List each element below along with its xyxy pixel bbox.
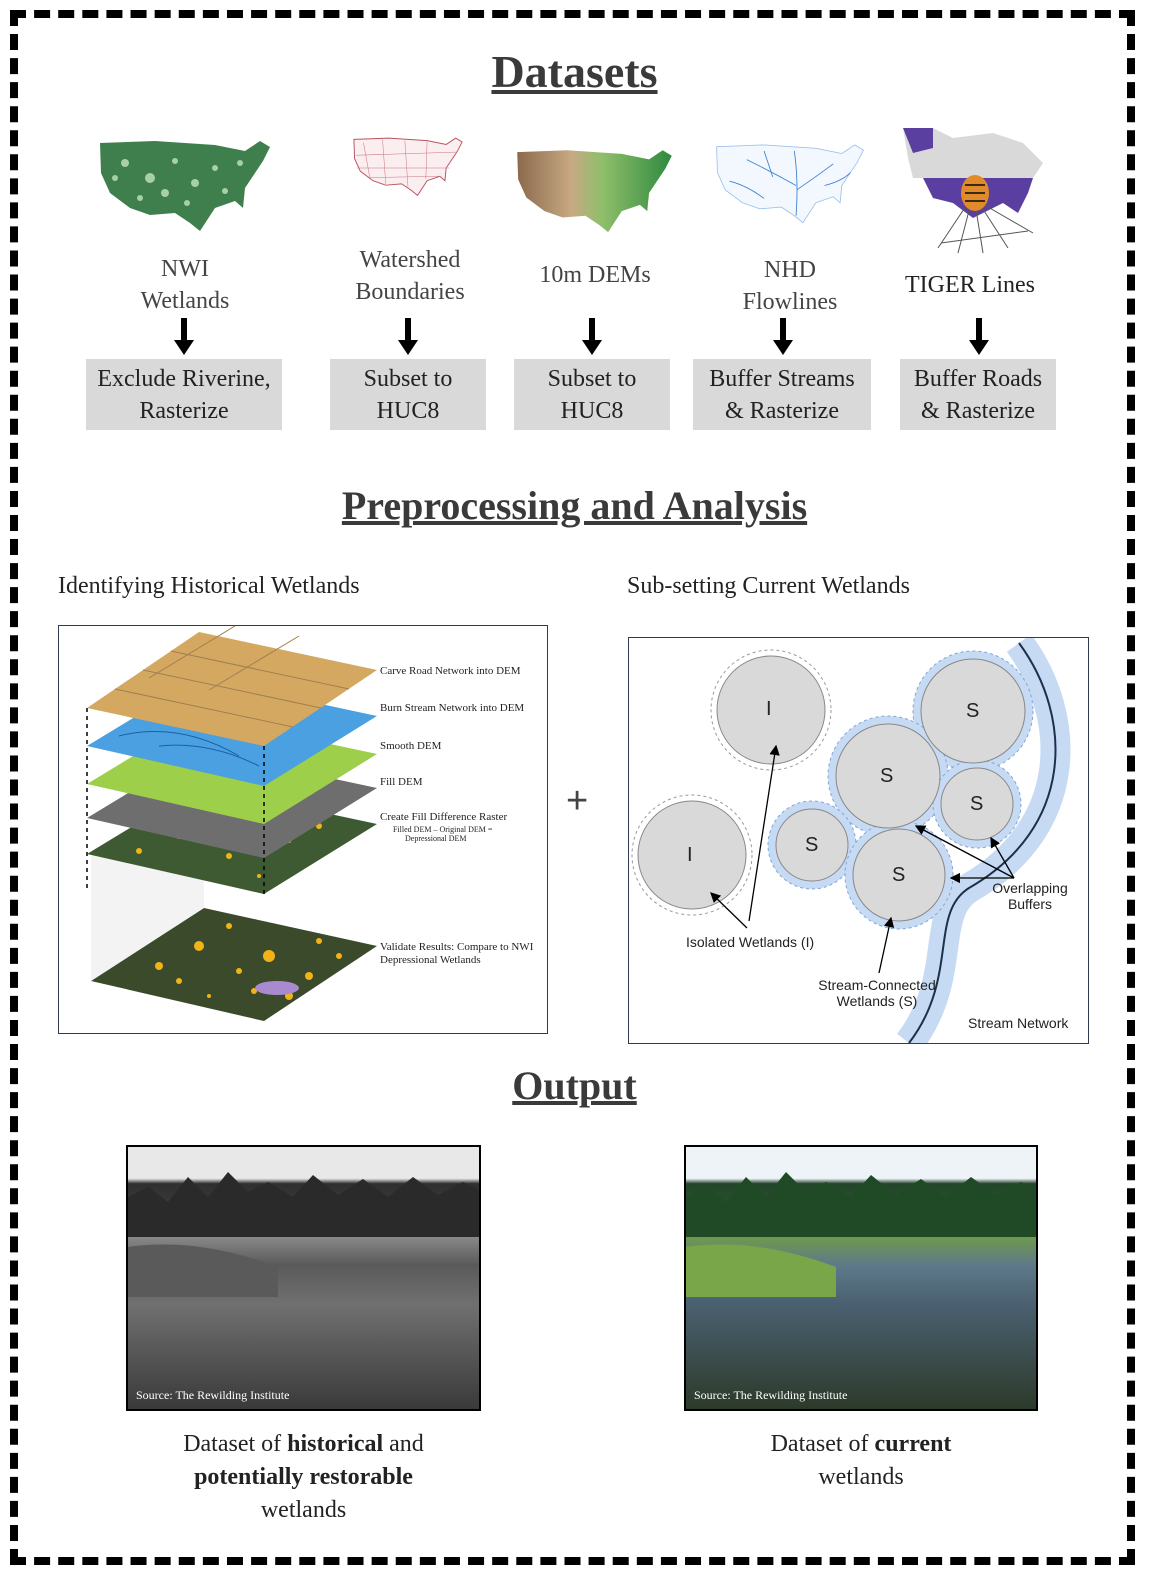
down-arrow-icon: [773, 318, 793, 355]
layer-label-validate: Validate Results: Compare to NWI Depress…: [380, 941, 534, 966]
current-wetland-photo: Source: The Rewilding Institute: [684, 1145, 1038, 1411]
wetland-letter-stream: S: [880, 765, 894, 787]
preprocessing-title: Preprocessing and Analysis: [341, 483, 808, 528]
fill-difference-formula: Filled DEM – Original DEM = Depressional…: [393, 825, 493, 843]
dataset-name-nwi: NWI Wetlands: [140, 256, 230, 314]
historical-output-caption: Dataset of historical and potentially re…: [183, 1431, 424, 1523]
source-credit: Source: The Rewilding Institute: [694, 1388, 848, 1402]
reeds-icon: [686, 1244, 836, 1297]
nwi-map-icon: [100, 141, 270, 231]
stream-network-label: Stream Network: [968, 1015, 1069, 1031]
layer-label-fill-difference: Create Fill Difference Raster: [380, 811, 508, 823]
dataset-name-tiger: TIGER Lines: [905, 272, 1035, 298]
current-subtitle: Sub-setting Current Wetlands: [627, 573, 910, 599]
step-box-watershed: Subset to HUC8: [330, 359, 486, 430]
down-arrow-icon: [969, 318, 989, 355]
step-box-nwi: Exclude Riverine, Rasterize: [86, 359, 282, 430]
dataset-name-dem: 10m DEMs: [539, 262, 651, 288]
current-wetlands-panel: I I S S S S S Isolated Wetlands (I) Stre…: [628, 637, 1089, 1044]
down-arrow-icon: [582, 318, 602, 355]
step-box-dem: Subset to HUC8: [514, 359, 670, 430]
isolated-wetlands-label: Isolated Wetlands (I): [686, 934, 815, 950]
layer-label-smooth-dem: Smooth DEM: [380, 740, 442, 752]
treeline-icon: [128, 1172, 479, 1237]
wetland-letter-stream: S: [805, 834, 819, 856]
down-arrow-icon: [398, 318, 418, 355]
wetland-letter-isolated: I: [687, 844, 693, 866]
plus-sign: +: [566, 780, 589, 822]
dataset-name-watershed: Watershed Boundaries: [355, 247, 465, 305]
historical-wetlands-panel: Carve Road Network into DEM Burn Stream …: [58, 625, 548, 1034]
nhd-map-icon: [716, 144, 864, 224]
wetland-buffer-diagram: [631, 638, 1071, 1043]
step-box-tiger: Buffer Roads & Rasterize: [900, 359, 1056, 430]
dataset-name-nhd: NHD Flowlines: [742, 257, 838, 315]
wetland-letter-stream: S: [966, 700, 980, 722]
down-arrow-icon: [174, 318, 194, 355]
watershed-map-icon: [353, 137, 463, 197]
wetland-letter-stream: S: [970, 793, 984, 815]
overlapping-buffers-label: Overlapping Buffers: [992, 880, 1068, 912]
layer-stack-illustration: [86, 626, 377, 1021]
step-box-nhd: Buffer Streams & Rasterize: [693, 359, 871, 430]
current-output-caption: Dataset of current wetlands: [770, 1431, 952, 1490]
layer-label-fill-dem: Fill DEM: [380, 776, 423, 788]
wetland-letter-isolated: I: [766, 698, 772, 720]
tiger-map-icon: [903, 128, 1043, 254]
historical-subtitle: Identifying Historical Wetlands: [58, 573, 360, 599]
output-title: Output: [512, 1063, 637, 1108]
wetland-letter-stream: S: [892, 864, 906, 886]
historical-wetland-photo: Source: The Rewilding Institute: [126, 1145, 481, 1411]
source-credit: Source: The Rewilding Institute: [136, 1388, 290, 1402]
reeds-icon: [128, 1244, 278, 1297]
dashed-page-border: [10, 10, 1135, 1565]
treeline-icon: [686, 1172, 1036, 1237]
layer-label-burn-stream: Burn Stream Network into DEM: [380, 702, 525, 714]
stream-connected-label: Stream-Connected Wetlands (S): [818, 977, 936, 1009]
datasets-title: Datasets: [491, 46, 658, 97]
dem-map-icon: [517, 150, 672, 233]
layer-label-carve-road: Carve Road Network into DEM: [380, 665, 521, 677]
